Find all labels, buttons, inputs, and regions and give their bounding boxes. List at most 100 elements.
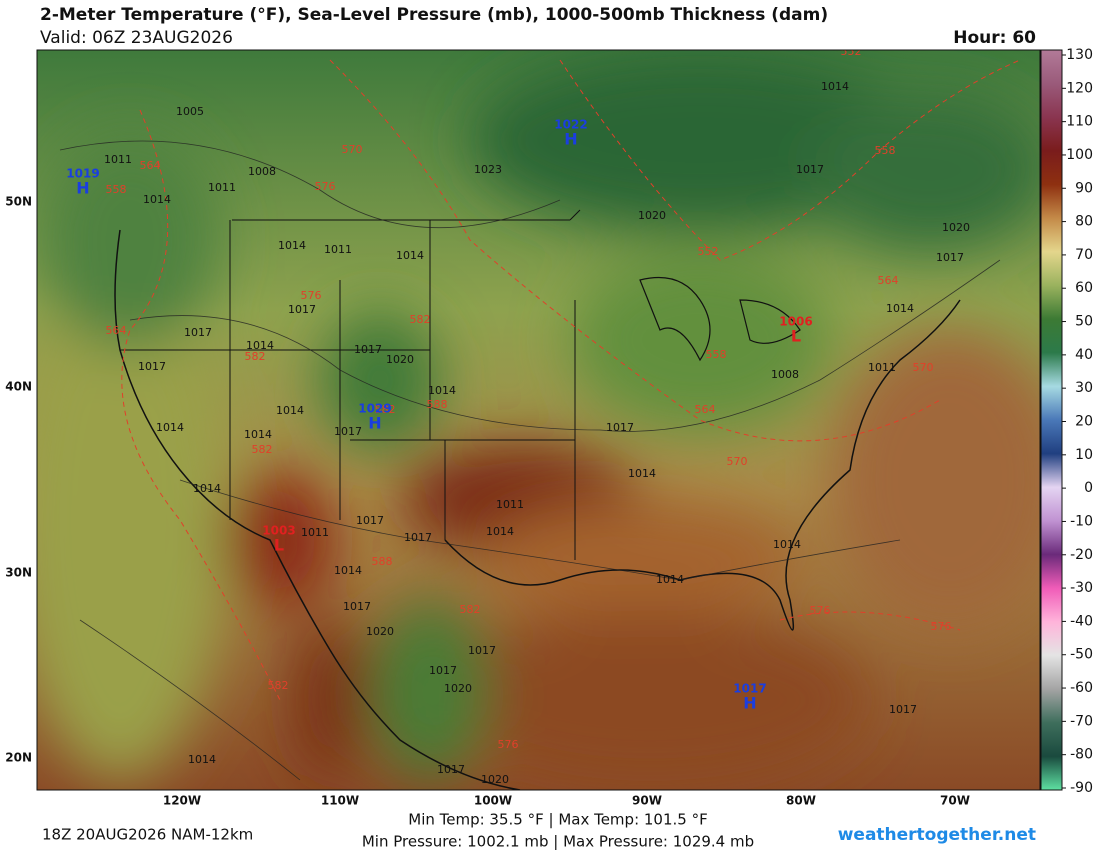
pressure-label: 1017: [404, 531, 432, 544]
pressure-label: 1008: [771, 368, 799, 381]
colorbar-tick-label: 40: [1075, 347, 1093, 363]
thickness-label: 570: [913, 361, 934, 374]
colorbar-tick-label: -40: [1070, 613, 1093, 629]
lat-label: 40N: [5, 380, 32, 394]
thickness-label: 582: [252, 443, 273, 456]
pressure-label: 1017: [138, 360, 166, 373]
thickness-label: 582: [375, 403, 396, 416]
thickness-label: 558: [706, 348, 727, 361]
coastline: [444, 299, 961, 631]
thickness-label: 570: [342, 143, 363, 156]
pressure-label: 1014: [188, 753, 216, 766]
lon-label: 90W: [632, 794, 662, 808]
contour-labels: 1005 1011 1008 1011 1014 1014 1011 1014 1017 1017…: [66, 45, 970, 786]
pressure-label: 1017: [354, 343, 382, 356]
pressure-label: 1020: [942, 221, 970, 234]
lat-label: 20N: [5, 751, 32, 765]
pressure-label: 1014: [428, 384, 456, 397]
forecast-hour: Hour: 60: [953, 28, 1036, 48]
pressure-label: 1014: [156, 421, 184, 434]
thickness-label: 588: [372, 555, 393, 568]
pressure-label: 1020: [366, 625, 394, 638]
colorbar-tick-label: 130: [1066, 47, 1093, 63]
colorbar-tick-label: 110: [1066, 114, 1093, 130]
center-letter: H: [76, 179, 89, 198]
pressure-label: 1017: [334, 425, 362, 438]
pressure-label: 1014: [628, 467, 656, 480]
pressure-label: 1014: [278, 239, 306, 252]
colorbar-scale: [1040, 49, 1063, 791]
thickness-label: 576: [931, 620, 952, 633]
pressure-label: 1017: [889, 703, 917, 716]
pressure-label: 1014: [396, 249, 424, 262]
thickness-label: 564: [106, 324, 127, 337]
colorbar-tick-label: 0: [1084, 480, 1093, 496]
lakes: [639, 276, 801, 362]
colorbar-tick-label: 30: [1075, 380, 1093, 396]
colorbar-tick-label: -60: [1070, 680, 1093, 696]
pressure-label: 1017: [184, 326, 212, 339]
pressure-label: 1014: [246, 339, 274, 352]
colorbar-tick-label: 60: [1075, 280, 1093, 296]
thickness-label: 558: [875, 144, 896, 157]
temp-range: Min Temp: 35.5 °F | Max Temp: 101.5 °F: [408, 811, 707, 829]
pressure-label: 1011: [208, 181, 236, 194]
center-value: 1017: [733, 682, 766, 696]
center-value: 1006: [779, 315, 812, 329]
thickness-label: 564: [140, 159, 161, 172]
isobars: [59, 140, 1001, 781]
colorbar-tick-label: 100: [1066, 147, 1093, 163]
pressure-label: 1014: [193, 482, 221, 495]
colorbar-tick-label: -90: [1070, 780, 1093, 796]
border: [232, 209, 581, 221]
center-letter: L: [274, 536, 284, 555]
colorbar-tick-label: -50: [1070, 647, 1093, 663]
colorbar-tick-label: 80: [1075, 214, 1093, 230]
pressure-label: 1014: [821, 80, 849, 93]
thickness-contours: [121, 59, 1021, 701]
thickness-label: 570: [727, 455, 748, 468]
colorbar-tick-label: -30: [1070, 580, 1093, 596]
colorbar-tick-label: -20: [1070, 547, 1093, 563]
pressure-label: 1020: [444, 682, 472, 695]
pressure-label: 1020: [386, 353, 414, 366]
center-value: 1003: [262, 524, 295, 538]
colorbar: 1301201101009080706050403020100-10-20-30…: [1040, 47, 1093, 796]
lon-label: 120W: [163, 794, 201, 808]
thickness-label: 582: [410, 313, 431, 326]
colorbar-tick-label: -10: [1070, 513, 1093, 529]
thickness-label: 582: [245, 350, 266, 363]
temperature-field: [37, 50, 1040, 790]
center-value: 1029: [358, 402, 391, 416]
lon-label: 70W: [940, 794, 970, 808]
lat-label: 30N: [5, 566, 32, 580]
pressure-label: 1017: [356, 514, 384, 527]
colorbar-tick-label: 90: [1075, 180, 1093, 196]
pressure-label: 1014: [334, 564, 362, 577]
thickness-label: 564: [878, 274, 899, 287]
lon-label: 110W: [321, 794, 359, 808]
model-run: 18Z 20AUG2026 NAM-12km: [42, 826, 253, 844]
pressure-label: 1005: [176, 105, 204, 118]
site: weathertogether.net: [838, 825, 1036, 845]
colorbar-tick-label: 10: [1075, 447, 1093, 463]
lat-label: 50N: [5, 195, 32, 209]
thickness-label: 582: [460, 603, 481, 616]
colorbar-tick-label: 20: [1075, 414, 1093, 430]
pressure-label: 1014: [656, 573, 684, 586]
pressure-range: Min Pressure: 1002.1 mb | Max Pressure: …: [362, 833, 754, 850]
center-letter: H: [743, 694, 756, 713]
colorbar-tick-label: -70: [1070, 713, 1093, 729]
thickness-label: 588: [427, 398, 448, 411]
boundaries: [114, 209, 961, 790]
pressure-label: 1017: [343, 600, 371, 613]
pressure-label: 1020: [481, 773, 509, 786]
colorbar-tick-label: 120: [1066, 80, 1093, 96]
pressure-label: 1014: [486, 525, 514, 538]
thickness-label: 552: [841, 45, 862, 58]
thickness-label: 576: [301, 289, 322, 302]
pressure-label: 1017: [468, 644, 496, 657]
center-value: 1022: [554, 118, 587, 132]
thickness-label: 582: [268, 679, 289, 692]
lon-label: 100W: [474, 794, 512, 808]
